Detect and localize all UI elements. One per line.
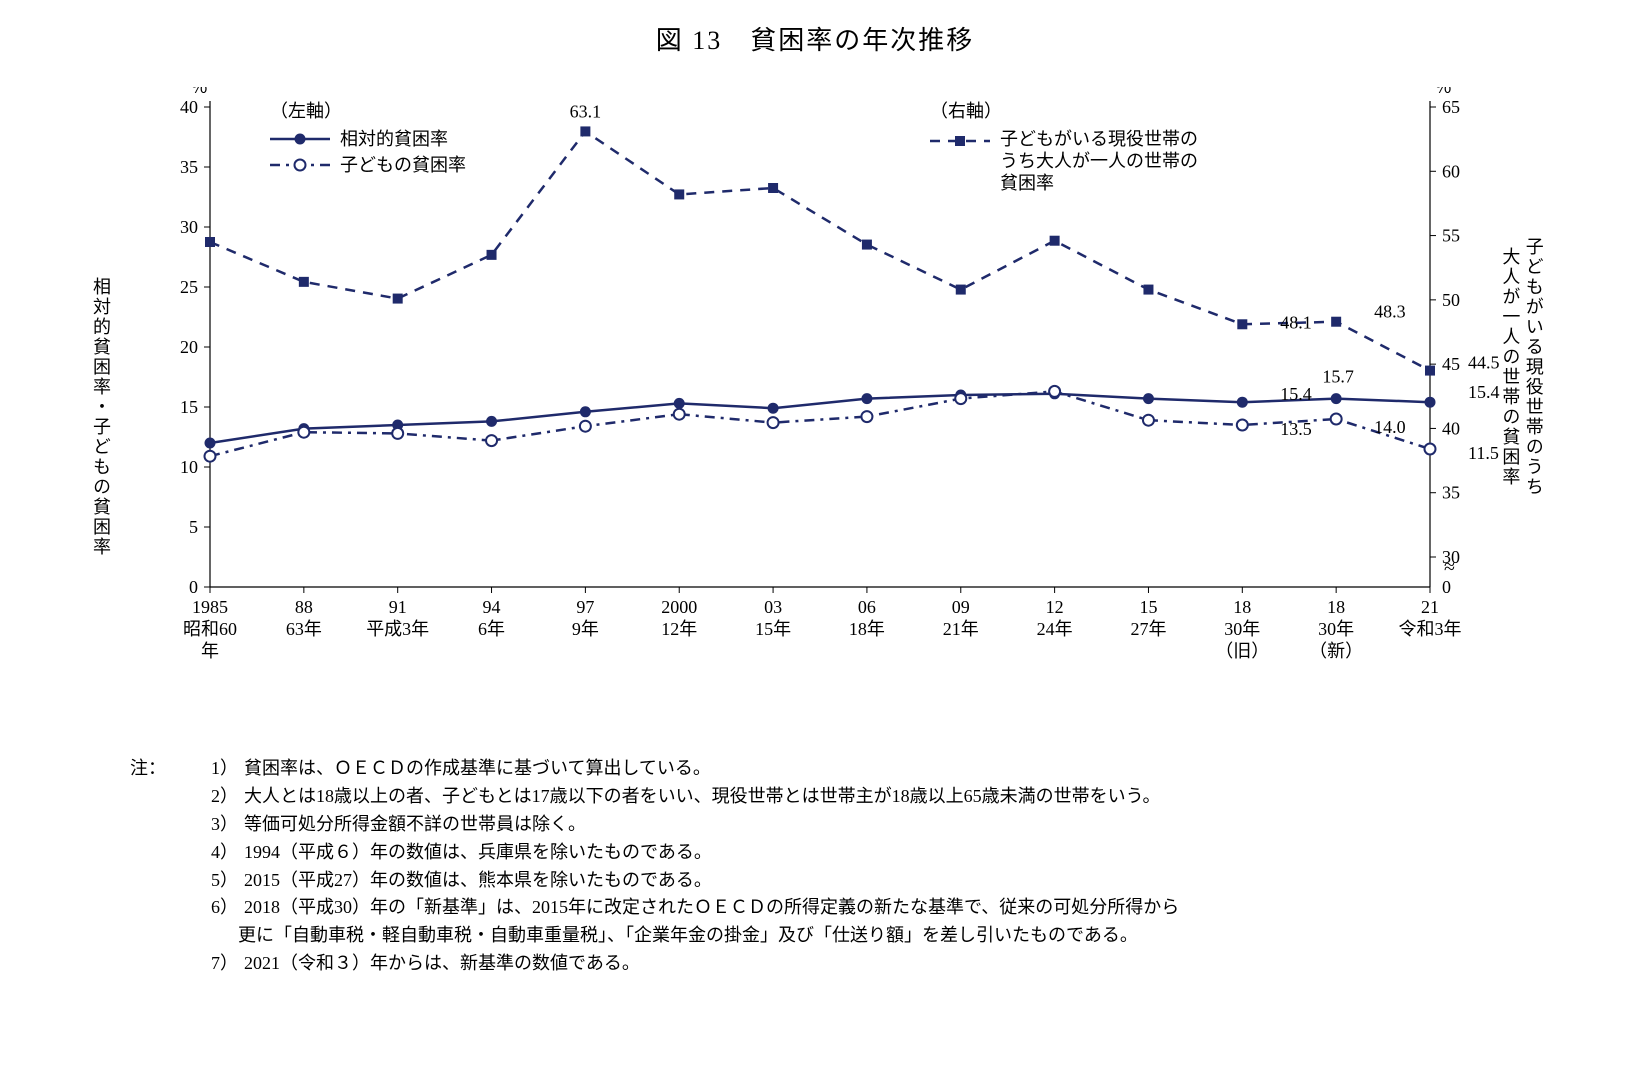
svg-text:60: 60 bbox=[1442, 161, 1460, 181]
svg-text:昭和60: 昭和60 bbox=[183, 619, 237, 639]
svg-text:11.5: 11.5 bbox=[1468, 443, 1499, 463]
svg-text:1985: 1985 bbox=[192, 597, 228, 617]
svg-text:（新）: （新） bbox=[1309, 641, 1363, 661]
svg-text:63年: 63年 bbox=[286, 619, 322, 639]
svg-text:（旧）: （旧） bbox=[1215, 641, 1269, 661]
left-axis-title: 相対的貧困率・子どもの貧困率 bbox=[92, 277, 112, 557]
svg-text:06: 06 bbox=[858, 597, 876, 617]
svg-text:12: 12 bbox=[1046, 597, 1064, 617]
right-axis-title: 子どもがいる現役世帯のうち 大人が一人の世帯の貧困率 bbox=[1498, 237, 1538, 503]
footnotes: 注：1）貧困率は、ＯＥＣＤの作成基準に基づいて算出している。2）大人とは18歳以… bbox=[130, 755, 1410, 978]
svg-text:30年: 30年 bbox=[1224, 619, 1260, 639]
svg-text:88: 88 bbox=[295, 597, 313, 617]
svg-text:97: 97 bbox=[576, 597, 594, 617]
svg-text:35: 35 bbox=[180, 157, 198, 177]
svg-text:0: 0 bbox=[189, 577, 198, 597]
svg-text:65: 65 bbox=[1442, 97, 1460, 117]
svg-text:10: 10 bbox=[180, 457, 198, 477]
svg-text:48.1: 48.1 bbox=[1280, 312, 1312, 332]
svg-text:09: 09 bbox=[952, 597, 970, 617]
svg-text:03: 03 bbox=[764, 597, 782, 617]
chart-title: 図 13 貧困率の年次推移 bbox=[0, 20, 1630, 57]
svg-text:35: 35 bbox=[1442, 483, 1460, 503]
svg-text:18年: 18年 bbox=[849, 619, 885, 639]
svg-text:≈: ≈ bbox=[1444, 556, 1455, 578]
svg-text:％: ％ bbox=[1434, 87, 1452, 97]
svg-text:25: 25 bbox=[180, 277, 198, 297]
svg-text:12年: 12年 bbox=[661, 619, 697, 639]
svg-text:15: 15 bbox=[1139, 597, 1157, 617]
svg-text:18: 18 bbox=[1327, 597, 1345, 617]
svg-text:24年: 24年 bbox=[1037, 619, 1073, 639]
svg-text:20: 20 bbox=[180, 337, 198, 357]
svg-text:5: 5 bbox=[189, 517, 198, 537]
svg-text:うち大人が一人の世帯の: うち大人が一人の世帯の bbox=[1000, 151, 1198, 171]
svg-text:94: 94 bbox=[483, 597, 501, 617]
svg-text:14.0: 14.0 bbox=[1374, 417, 1406, 437]
svg-text:相対的貧困率: 相対的貧困率 bbox=[340, 129, 448, 149]
svg-text:15年: 15年 bbox=[755, 619, 791, 639]
svg-text:40: 40 bbox=[1442, 418, 1460, 438]
svg-text:0: 0 bbox=[1442, 577, 1451, 597]
svg-text:9年: 9年 bbox=[572, 619, 599, 639]
svg-text:（右軸）: （右軸） bbox=[930, 101, 1002, 121]
svg-text:6年: 6年 bbox=[478, 619, 505, 639]
svg-text:（左軸）: （左軸） bbox=[270, 101, 342, 121]
svg-text:子どもの貧困率: 子どもの貧困率 bbox=[340, 155, 466, 175]
svg-text:91: 91 bbox=[389, 597, 407, 617]
svg-text:平成3年: 平成3年 bbox=[366, 619, 429, 639]
svg-text:21: 21 bbox=[1421, 597, 1439, 617]
svg-text:15.4: 15.4 bbox=[1468, 382, 1500, 402]
svg-text:令和3年: 令和3年 bbox=[1399, 619, 1462, 639]
svg-text:13.5: 13.5 bbox=[1280, 419, 1312, 439]
svg-text:30: 30 bbox=[180, 217, 198, 237]
svg-text:15.4: 15.4 bbox=[1280, 384, 1312, 404]
svg-text:48.3: 48.3 bbox=[1374, 302, 1406, 322]
svg-text:貧困率: 貧困率 bbox=[1000, 173, 1054, 193]
svg-text:55: 55 bbox=[1442, 226, 1460, 246]
line-chart: 0510152025303540％30354045505560650≈％1985… bbox=[100, 87, 1530, 747]
svg-text:50: 50 bbox=[1442, 290, 1460, 310]
svg-text:2000: 2000 bbox=[661, 597, 697, 617]
svg-text:63.1: 63.1 bbox=[570, 101, 602, 121]
svg-text:15: 15 bbox=[180, 397, 198, 417]
svg-text:27年: 27年 bbox=[1130, 619, 1166, 639]
svg-text:15.7: 15.7 bbox=[1322, 367, 1354, 387]
svg-text:18: 18 bbox=[1233, 597, 1251, 617]
svg-text:21年: 21年 bbox=[943, 619, 979, 639]
svg-text:年: 年 bbox=[201, 641, 219, 661]
svg-text:44.5: 44.5 bbox=[1468, 353, 1500, 373]
svg-text:45: 45 bbox=[1442, 354, 1460, 374]
chart-container: 相対的貧困率・子どもの貧困率 子どもがいる現役世帯のうち 大人が一人の世帯の貧困… bbox=[100, 87, 1530, 747]
svg-text:30年: 30年 bbox=[1318, 619, 1354, 639]
svg-text:40: 40 bbox=[180, 97, 198, 117]
svg-text:％: ％ bbox=[190, 87, 208, 97]
svg-text:子どもがいる現役世帯の: 子どもがいる現役世帯の bbox=[1000, 129, 1198, 149]
